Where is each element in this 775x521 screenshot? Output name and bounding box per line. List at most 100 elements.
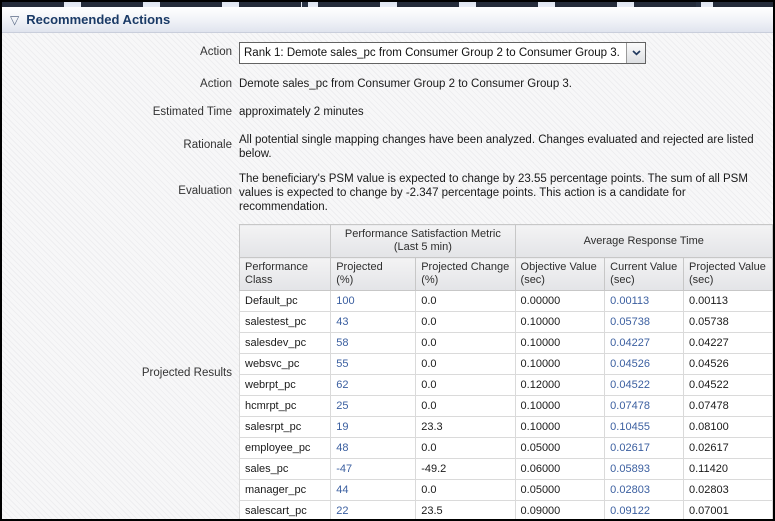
performance-class-cell: employee_pc <box>238 437 332 459</box>
metric-value-cell[interactable]: 0.04522 <box>604 374 684 396</box>
metric-value-cell[interactable]: 0.05738 <box>604 311 684 333</box>
action-dropdown[interactable]: Rank 1: Demote sales_pc from Consumer Gr… <box>239 42 646 64</box>
psm-group-header: Performance Satisfaction Metric (Last 5 … <box>330 224 516 258</box>
table-row: salesdev_pc 58 0.0 0.10000 0.04227 0.04227 <box>238 332 773 354</box>
metric-value-cell: 23.5 <box>415 500 516 519</box>
performance-class-cell: salestest_pc <box>238 311 332 333</box>
metric-value-cell: 0.0 <box>415 437 516 459</box>
metric-value-cell: 0.0 <box>415 395 516 417</box>
performance-class-cell: manager_pc <box>238 479 332 501</box>
metric-value-cell: 0.07001 <box>683 500 773 519</box>
metric-value-cell[interactable]: 44 <box>330 479 417 501</box>
metric-value-cell[interactable]: -47 <box>330 458 417 480</box>
evaluation-value: The beneficiary's PSM value is expected … <box>239 173 748 213</box>
evaluation-row: Evaluation The beneficiary's PSM value i… <box>2 169 773 214</box>
performance-class-cell: hcmrpt_pc <box>238 395 332 417</box>
metric-value-cell[interactable]: 0.04227 <box>604 332 684 354</box>
action-select-row: Action Rank 1: Demote sales_pc from Cons… <box>2 42 773 64</box>
metric-value-cell[interactable]: 0.10455 <box>604 416 684 438</box>
metric-value-cell[interactable]: 25 <box>330 395 417 417</box>
metric-value-cell: -49.2 <box>415 458 516 480</box>
metric-value-cell[interactable]: 100 <box>330 290 417 312</box>
metric-value-cell: 0.05000 <box>514 437 606 459</box>
table-row: sales_pc -47 -49.2 0.06000 0.05893 0.11420 <box>238 458 773 480</box>
table-row: websvc_pc 55 0.0 0.10000 0.04526 0.04526 <box>238 353 773 375</box>
performance-class-cell: salesdev_pc <box>238 332 332 354</box>
art-group-header: Average Response Time <box>514 224 773 258</box>
metric-value-cell[interactable]: 0.05893 <box>604 458 684 480</box>
empty-group-header-cell <box>238 224 332 258</box>
metric-value-cell[interactable]: 58 <box>330 332 417 354</box>
table-row: Default_pc 100 0.0 0.00000 0.00113 0.00113 <box>238 290 773 312</box>
metric-value-cell: 0.05000 <box>514 479 606 501</box>
rationale-label: Rationale <box>183 139 232 151</box>
table-row: salesrpt_pc 19 23.3 0.10000 0.10455 0.08100 <box>238 416 773 438</box>
metric-value-cell[interactable]: 55 <box>330 353 417 375</box>
projected-results-row: Projected Results Performance Satisfacti… <box>2 224 773 519</box>
action-select-label: Action <box>200 46 232 58</box>
metric-value-cell[interactable]: 43 <box>330 311 417 333</box>
metric-value-cell[interactable]: 0.07478 <box>604 395 684 417</box>
metric-value-cell: 0.02803 <box>683 479 773 501</box>
column-header-projected-value: Projected Value (sec) <box>683 257 773 291</box>
metric-value-cell: 0.00113 <box>683 290 773 312</box>
metric-value-cell[interactable]: 48 <box>330 437 417 459</box>
metric-value-cell[interactable]: 0.00113 <box>604 290 684 312</box>
metric-value-cell: 0.10000 <box>514 311 606 333</box>
metric-value-cell[interactable]: 0.02803 <box>604 479 684 501</box>
section-title: Recommended Actions <box>26 12 171 27</box>
metric-value-cell: 0.02617 <box>683 437 773 459</box>
column-header-objective-value: Objective Value (sec) <box>514 257 606 291</box>
metric-value-cell: 0.08100 <box>683 416 773 438</box>
metric-value-cell: 0.05738 <box>683 311 773 333</box>
performance-class-cell: Default_pc <box>238 290 332 312</box>
metric-value-cell: 0.12000 <box>514 374 606 396</box>
metric-value-cell[interactable]: 19 <box>330 416 417 438</box>
estimated-time-label: Estimated Time <box>152 106 232 118</box>
column-header-projected-pct: Projected (%) <box>330 257 417 291</box>
action-text-row: Action Demote sales_pc from Consumer Gro… <box>2 74 773 92</box>
metric-value-cell: 0.0 <box>415 290 516 312</box>
clipped-content-above <box>2 2 773 7</box>
metric-value-cell: 0.0 <box>415 311 516 333</box>
metric-value-cell: 0.07478 <box>683 395 773 417</box>
performance-class-cell: sales_pc <box>238 458 332 480</box>
metric-value-cell: 0.10000 <box>514 353 606 375</box>
chevron-down-icon[interactable] <box>626 43 645 63</box>
metric-value-cell: 0.0 <box>415 374 516 396</box>
metric-value-cell: 0.0 <box>415 332 516 354</box>
performance-class-cell: webrpt_pc <box>238 374 332 396</box>
performance-class-cell: websvc_pc <box>238 353 332 375</box>
projected-results-tbody: Default_pc 100 0.0 0.00000 0.00113 0.00113 sal… <box>238 290 773 519</box>
action-text-value: Demote sales_pc from Consumer Group 2 to… <box>239 78 573 90</box>
metric-value-cell[interactable]: 0.09122 <box>604 500 684 519</box>
table-row: salestest_pc 43 0.0 0.10000 0.05738 0.05738 <box>238 311 773 333</box>
estimated-time-row: Estimated Time approximately 2 minutes <box>2 102 773 120</box>
table-row: webrpt_pc 62 0.0 0.12000 0.04522 0.04522 <box>238 374 773 396</box>
disclosure-triangle-icon[interactable]: ▽ <box>10 12 20 27</box>
projected-results-table: Performance Satisfaction Metric (Last 5 … <box>238 224 773 519</box>
action-dropdown-value: Rank 1: Demote sales_pc from Consumer Gr… <box>244 47 620 59</box>
metric-value-cell: 0.10000 <box>514 332 606 354</box>
column-header-performance-class: Performance Class <box>238 257 332 291</box>
metric-value-cell: 0.06000 <box>514 458 606 480</box>
metric-value-cell: 0.00000 <box>514 290 606 312</box>
group-header-row: Performance Satisfaction Metric (Last 5 … <box>238 224 773 258</box>
performance-class-cell: salesrpt_pc <box>238 416 332 438</box>
metric-value-cell: 0.0 <box>415 479 516 501</box>
estimated-time-value: approximately 2 minutes <box>239 106 364 118</box>
rationale-value: All potential single mapping changes hav… <box>239 134 754 160</box>
section-header: ▽ Recommended Actions <box>2 7 773 33</box>
metric-value-cell[interactable]: 62 <box>330 374 417 396</box>
table-row: salescart_pc 22 23.5 0.09000 0.09122 0.07001 <box>238 500 773 519</box>
metric-value-cell[interactable]: 0.04526 <box>604 353 684 375</box>
metric-value-cell: 23.3 <box>415 416 516 438</box>
metric-value-cell: 0.04227 <box>683 332 773 354</box>
performance-class-cell: salescart_pc <box>238 500 332 519</box>
metric-value-cell: 0.11420 <box>683 458 773 480</box>
metric-value-cell: 0.04526 <box>683 353 773 375</box>
metric-value-cell[interactable]: 0.02617 <box>604 437 684 459</box>
metric-value-cell[interactable]: 22 <box>330 500 417 519</box>
table-row: hcmrpt_pc 25 0.0 0.10000 0.07478 0.07478 <box>238 395 773 417</box>
